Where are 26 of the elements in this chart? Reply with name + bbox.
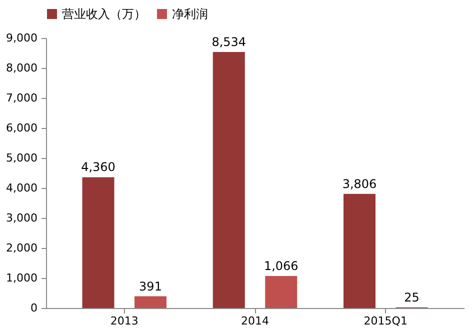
legend-label: 营业收入（万）: [62, 7, 146, 21]
bar: [265, 276, 298, 308]
y-tick-label: 1,000: [6, 272, 38, 284]
data-label: 3,806: [342, 176, 377, 191]
x-tick-label: 2014: [241, 314, 269, 328]
y-tick-label: 3,000: [6, 212, 38, 224]
y-tick-label: 4,000: [6, 182, 38, 194]
x-tick-label: 2015Q1: [364, 314, 408, 328]
y-tick-label: 2,000: [6, 242, 38, 254]
data-label: 4,360: [81, 160, 116, 174]
data-label: 1,066: [264, 259, 298, 274]
y-tick-label: 7,000: [6, 92, 38, 104]
data-label: 391: [139, 279, 162, 294]
data-label: 8,534: [212, 34, 246, 49]
data-label: 25: [404, 290, 420, 304]
bar: [82, 177, 114, 308]
y-tick-label: 9,000: [6, 32, 38, 44]
bar: [344, 194, 376, 308]
bar: [212, 52, 245, 308]
legend-label: 净利润: [172, 7, 208, 21]
y-tick-label: 5,000: [6, 152, 38, 164]
y-tick-label: 6,000: [6, 122, 38, 134]
bar: [134, 296, 166, 308]
y-tick-label: 8,000: [6, 62, 38, 74]
x-tick-label: 2013: [110, 314, 138, 328]
y-tick-label: 0: [30, 302, 38, 314]
